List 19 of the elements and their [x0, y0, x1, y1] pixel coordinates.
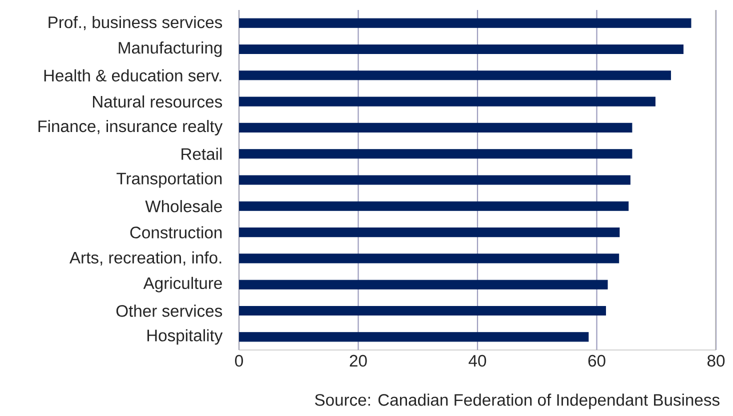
y-tick-label: Hospitality — [147, 329, 223, 345]
y-tick-label: Transportation — [116, 172, 222, 188]
x-tick-label: 60 — [588, 354, 606, 367]
y-tick-label: Finance, insurance realty — [38, 120, 223, 136]
y-tick-label: Construction — [130, 226, 222, 238]
x-tick-label: 20 — [350, 354, 367, 367]
y-tick-label: Other services — [116, 304, 222, 317]
y-tick-label: Health & education serv. — [44, 69, 222, 82]
y-tick-label: Retail — [182, 148, 222, 160]
x-tick-label: 0 — [235, 354, 243, 367]
y-tick-label: Wholesale — [145, 200, 222, 212]
y-tick-label: Agriculture — [143, 276, 222, 292]
y-tick-label: Natural resources — [92, 95, 222, 108]
x-tick-label: 80 — [707, 354, 725, 367]
y-tick-label: Arts, recreation, info. — [70, 251, 222, 266]
x-tick-label: 40 — [468, 354, 486, 367]
y-tick-label: Manufacturing — [118, 42, 222, 57]
source-note: Source: Canadian Federation of Independant Business — [315, 394, 720, 410]
y-tick-label: Prof., business services — [48, 16, 222, 30]
